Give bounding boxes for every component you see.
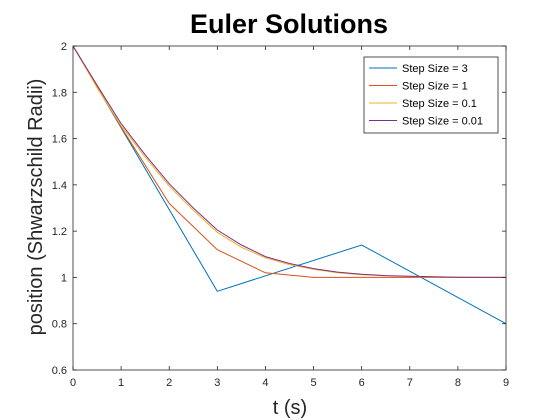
y-tick-label: 1.8 [52,87,67,99]
x-tick-label: 3 [214,377,220,389]
axis-ticks: 0 1 2 3 4 5 6 7 8 9 0.6 0.8 1 1.2 1.4 1.6 1.8 2 [52,41,509,389]
series-lines [72,45,507,325]
y-tick-label: 1.2 [52,226,67,238]
y-axis-label: position (Shwarzschild Radii) [25,79,47,336]
y-tick-label: 1.4 [52,180,67,192]
y-tick-label: 2 [61,41,67,53]
y-tick-label: 0.8 [52,319,67,331]
x-tick-label: 7 [407,377,413,389]
chart-title: Euler Solutions [190,9,388,39]
series-line-1 [72,45,507,325]
x-tick-label: 1 [118,377,124,389]
legend-label-4: Step Size = 0.01 [402,116,483,128]
x-tick-label: 2 [166,377,172,389]
legend-label-3: Step Size = 0.1 [402,98,477,110]
x-tick-label: 8 [455,377,461,389]
x-axis-label: t (s) [273,397,307,419]
x-tick-label: 9 [503,377,509,389]
legend-label-1: Step Size = 3 [402,63,468,75]
x-tick-label: 0 [70,377,76,389]
series-line-4 [72,45,506,278]
y-tick-label: 0.6 [52,365,67,377]
y-tick-label: 1 [61,272,67,284]
x-tick-label: 6 [359,377,365,389]
legend: Step Size = 3 Step Size = 1 Step Size = 0.… [363,56,499,134]
x-tick-label: 4 [262,377,268,389]
x-tick-label: 5 [310,377,316,389]
legend-label-2: Step Size = 1 [402,81,468,93]
y-tick-label: 1.6 [52,134,67,146]
